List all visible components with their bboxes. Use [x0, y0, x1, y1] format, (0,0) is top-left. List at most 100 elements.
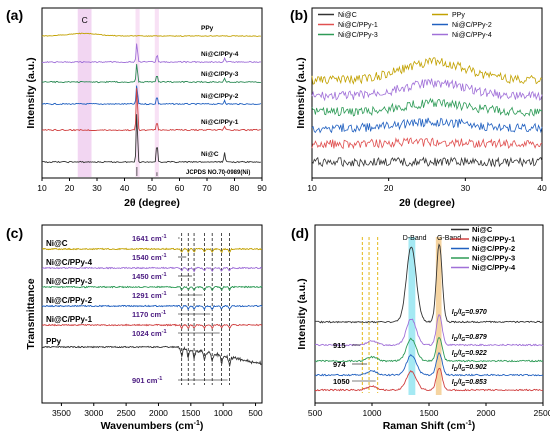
- x-tick-label: 1000: [363, 408, 382, 418]
- x-tick-label: 500: [308, 408, 322, 418]
- d-band-label: D-Band: [403, 235, 427, 242]
- panel-b-frame: [311, 7, 543, 179]
- x-tick-label: 50: [147, 183, 157, 193]
- series-line: [41, 64, 261, 84]
- series-line: [41, 114, 262, 164]
- series-line: [315, 336, 544, 363]
- series-line: [41, 323, 262, 330]
- x-tick-label: 2000: [477, 408, 496, 418]
- legend-label: Ni@C/PPy-2: [452, 22, 492, 29]
- series-label: Ni@C/PPy-1: [201, 119, 239, 126]
- x-tick-label: 1000: [214, 408, 233, 418]
- x-tick-label: 60: [175, 183, 185, 193]
- legend-label: Ni@C/PPy-1: [472, 235, 515, 244]
- x-axis-label: 2θ (degree): [399, 197, 455, 209]
- reference-label: JCPDS NO.70-0989(Ni): [186, 170, 250, 176]
- panel-a: (a) C PPy Ni@C/PPy-4 Ni@C/PPy-3 Ni@C/PPy-2 Ni@…: [6, 7, 267, 209]
- series-label: Ni@C: [201, 151, 219, 158]
- series-line: [311, 137, 543, 150]
- wavenumber-annotation: 901 cm-1: [132, 376, 162, 385]
- legend-label: Ni@C: [472, 225, 493, 234]
- ratio-label: ID/IG=0.879: [452, 334, 487, 343]
- series-line: [315, 313, 544, 347]
- panel-d: (d) D-Band G-Band ID/IG=0.970 ID/IG=0.879 ID/…: [291, 225, 550, 432]
- highlight-band: [154, 9, 159, 177]
- x-tick-label: 20: [384, 183, 394, 193]
- wavenumber-annotation: 1641 cm-1: [132, 234, 167, 243]
- panel-b: (b) Ni@C Ni@C/PPy-1 Ni@C/PPy-3 PPy Ni@C/PPy-2…: [290, 7, 547, 209]
- series-label: Ni@C/PPy-3: [46, 277, 93, 286]
- x-tick-label: 40: [120, 183, 130, 193]
- panel-a-label: (a): [6, 7, 23, 23]
- x-tick-label: 3500: [52, 408, 71, 418]
- legend-label: Ni@C/PPy-2: [472, 244, 515, 253]
- x-tick-label: 30: [92, 183, 102, 193]
- ratio-label: ID/IG=0.902: [452, 364, 487, 373]
- legend-label: Ni@C/PPy-3: [472, 254, 515, 263]
- series-line: [41, 32, 261, 37]
- highlight-band: [77, 9, 92, 177]
- x-tick-label: 10: [37, 183, 47, 193]
- ratio-label: ID/IG=0.922: [452, 350, 487, 359]
- series-label: Ni@C/PPy-2: [46, 296, 93, 305]
- x-tick-label: 2000: [149, 408, 168, 418]
- series-line: [41, 304, 263, 311]
- ratio-label: ID/IG=0.970: [452, 309, 487, 318]
- highlight-label: C: [82, 15, 88, 25]
- x-tick-label: 2500: [117, 408, 136, 418]
- x-axis-label: Raman Shift (cm-1): [383, 420, 476, 432]
- x-tick-label: 90: [257, 183, 267, 193]
- legend-label: Ni@C: [338, 12, 357, 19]
- series-line: [315, 243, 544, 324]
- panel-b-label: (b): [290, 7, 308, 23]
- series-line: [311, 117, 543, 134]
- series-label: Ni@C/PPy-4: [46, 258, 93, 267]
- legend-label: Ni@C/PPy-4: [452, 32, 492, 39]
- x-tick-label: 1500: [181, 408, 200, 418]
- y-axis-label: Transmittance: [25, 278, 37, 349]
- series-label: Ni@C/PPy-4: [201, 51, 239, 58]
- y-axis-label: Intensity (a.u.): [25, 57, 37, 128]
- series-line: [314, 367, 544, 392]
- x-tick-label: 80: [230, 183, 240, 193]
- series-line: [41, 285, 263, 291]
- wavenumber-annotation: 1291 cm-1: [132, 291, 167, 300]
- x-tick-label: 2500: [534, 408, 550, 418]
- wavenumber-annotation: 1540 cm-1: [132, 253, 167, 262]
- panel-c-frame: [41, 224, 263, 404]
- legend-label: Ni@C/PPy-4: [472, 263, 516, 272]
- legend-label: Ni@C/PPy-1: [338, 22, 378, 29]
- wavenumber-annotation: 1170 cm-1: [132, 310, 166, 319]
- series-line: [311, 156, 543, 168]
- wavenumber-annotation: 1024 cm-1: [132, 329, 167, 338]
- x-tick-label: 1500: [420, 408, 439, 418]
- x-axis-label: 2θ (degree): [124, 197, 180, 209]
- series-label: Ni@C/PPy-1: [46, 315, 93, 324]
- series-line: [311, 97, 543, 117]
- series-label: PPy: [46, 337, 62, 346]
- x-tick-label: 500: [248, 408, 262, 418]
- peak-label: 974: [333, 360, 346, 369]
- x-tick-label: 20: [65, 183, 75, 193]
- x-tick-label: 40: [537, 183, 547, 193]
- d-band-highlight: [408, 237, 416, 395]
- panel-c: (c) Ni@C Ni@C/PPy-4 Ni@C/PPy-3 Ni@C/PPy-2 Ni@…: [6, 225, 263, 432]
- panel-c-label: (c): [6, 225, 23, 241]
- ratio-label: ID/IG=0.853: [452, 379, 487, 388]
- series-line: [41, 87, 261, 132]
- g-band-label: G-Band: [437, 235, 461, 242]
- series-label: Ni@C/PPy-3: [201, 71, 239, 78]
- series-line: [311, 78, 543, 102]
- series-line: [42, 85, 262, 106]
- series-label: Ni@C/PPy-2: [201, 93, 239, 100]
- x-tick-label: 30: [461, 183, 471, 193]
- series-line: [41, 43, 262, 64]
- legend-label: Ni@C/PPy-3: [338, 32, 378, 39]
- series-line: [41, 266, 263, 273]
- x-tick-label: 10: [307, 183, 317, 193]
- panel-d-label: (d): [291, 225, 309, 241]
- series-line: [41, 247, 263, 254]
- x-tick-label: 3000: [84, 408, 103, 418]
- x-tick-label: 70: [202, 183, 212, 193]
